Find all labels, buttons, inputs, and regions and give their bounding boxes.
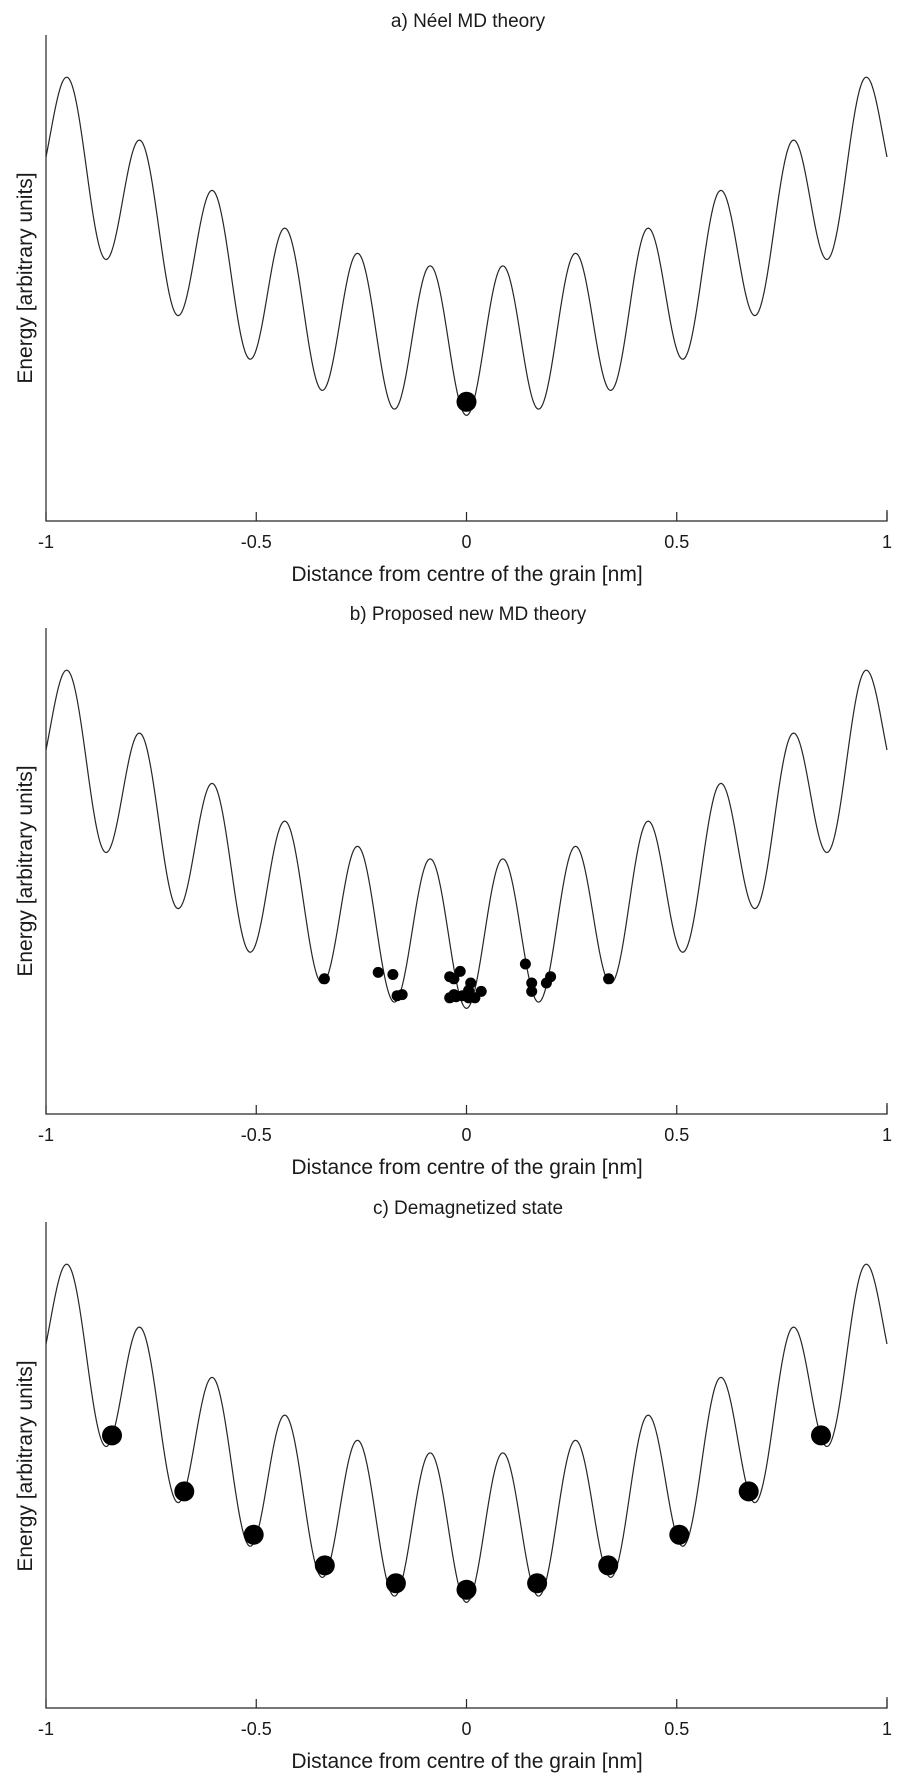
panel-a: a) Néel MD theory -1 -0.5 0 0.5 1 Distance f… [14,11,892,586]
particle-marker [243,1524,264,1545]
y-axis-label: Energy [arbitrary units] [14,765,37,976]
particle-marker [456,391,477,412]
energy-curve [45,1263,888,1603]
x-tick-label: 0 [461,532,471,552]
x-tick-label: -0.5 [241,1125,272,1145]
particle-marker [372,966,384,978]
x-tick-label: 0 [461,1125,471,1145]
particle-marker [519,958,531,970]
x-tick-label: -0.5 [241,532,272,552]
x-tick-label: 1 [882,1125,892,1145]
panel-c: c) Demagnetized state -1 -0.5 0 0.5 1 Distan… [14,1198,892,1773]
x-tick-label: 1 [882,1719,892,1739]
x-ticks: -1 -0.5 0 0.5 1 [38,512,892,552]
particles [456,391,477,412]
panel-title: c) Demagnetized state [373,1198,563,1219]
x-tick-label: 1 [882,532,892,552]
x-tick-label: -1 [38,1719,54,1739]
energy-curve [45,669,888,1009]
particle-marker [448,973,460,985]
particle-marker [396,989,408,1001]
x-ticks: -1 -0.5 0 0.5 1 [38,1105,892,1145]
particle-marker [603,973,615,985]
particle-marker [102,1425,122,1446]
axis-frame [45,35,888,522]
x-tick-label: 0 [461,1719,471,1739]
panel-title: a) Néel MD theory [391,11,546,32]
particle-marker [526,985,538,997]
energy-curve [45,76,888,416]
particle-marker [318,973,330,985]
x-axis-label: Distance from centre of the grain [nm] [291,563,642,586]
particle-marker [475,985,487,997]
particle-marker [454,965,466,977]
x-tick-label: -1 [38,532,54,552]
y-axis-label: Energy [arbitrary units] [14,172,37,383]
panel-title: b) Proposed new MD theory [350,604,587,625]
panel-b: b) Proposed new MD theory -1 -0.5 0 0.5 1 Di… [14,604,892,1179]
particles [318,958,615,1004]
particle-marker [385,1573,406,1594]
particle-marker [527,1573,548,1594]
particle-marker [526,977,538,989]
particle-marker [545,971,557,983]
particle-marker [811,1425,831,1446]
axis-frame [45,628,888,1115]
x-axis-label: Distance from centre of the grain [nm] [291,1156,642,1179]
particle-marker [669,1524,690,1545]
particle-marker [387,969,399,980]
particle-marker [314,1555,335,1576]
x-tick-label: 0.5 [664,1125,689,1145]
x-tick-label: -1 [38,1125,54,1145]
particle-marker [738,1481,759,1502]
particle-marker [598,1555,619,1576]
particle-marker [456,1579,477,1600]
x-tick-label: -0.5 [241,1719,272,1739]
particles [102,1425,831,1600]
y-axis-label: Energy [arbitrary units] [14,1360,37,1571]
x-tick-label: 0.5 [664,532,689,552]
x-axis-label: Distance from centre of the grain [nm] [291,1750,642,1773]
x-ticks: -1 -0.5 0 0.5 1 [38,1699,892,1739]
particle-marker [174,1481,195,1502]
axis-frame [45,1222,888,1709]
x-tick-label: 0.5 [664,1719,689,1739]
